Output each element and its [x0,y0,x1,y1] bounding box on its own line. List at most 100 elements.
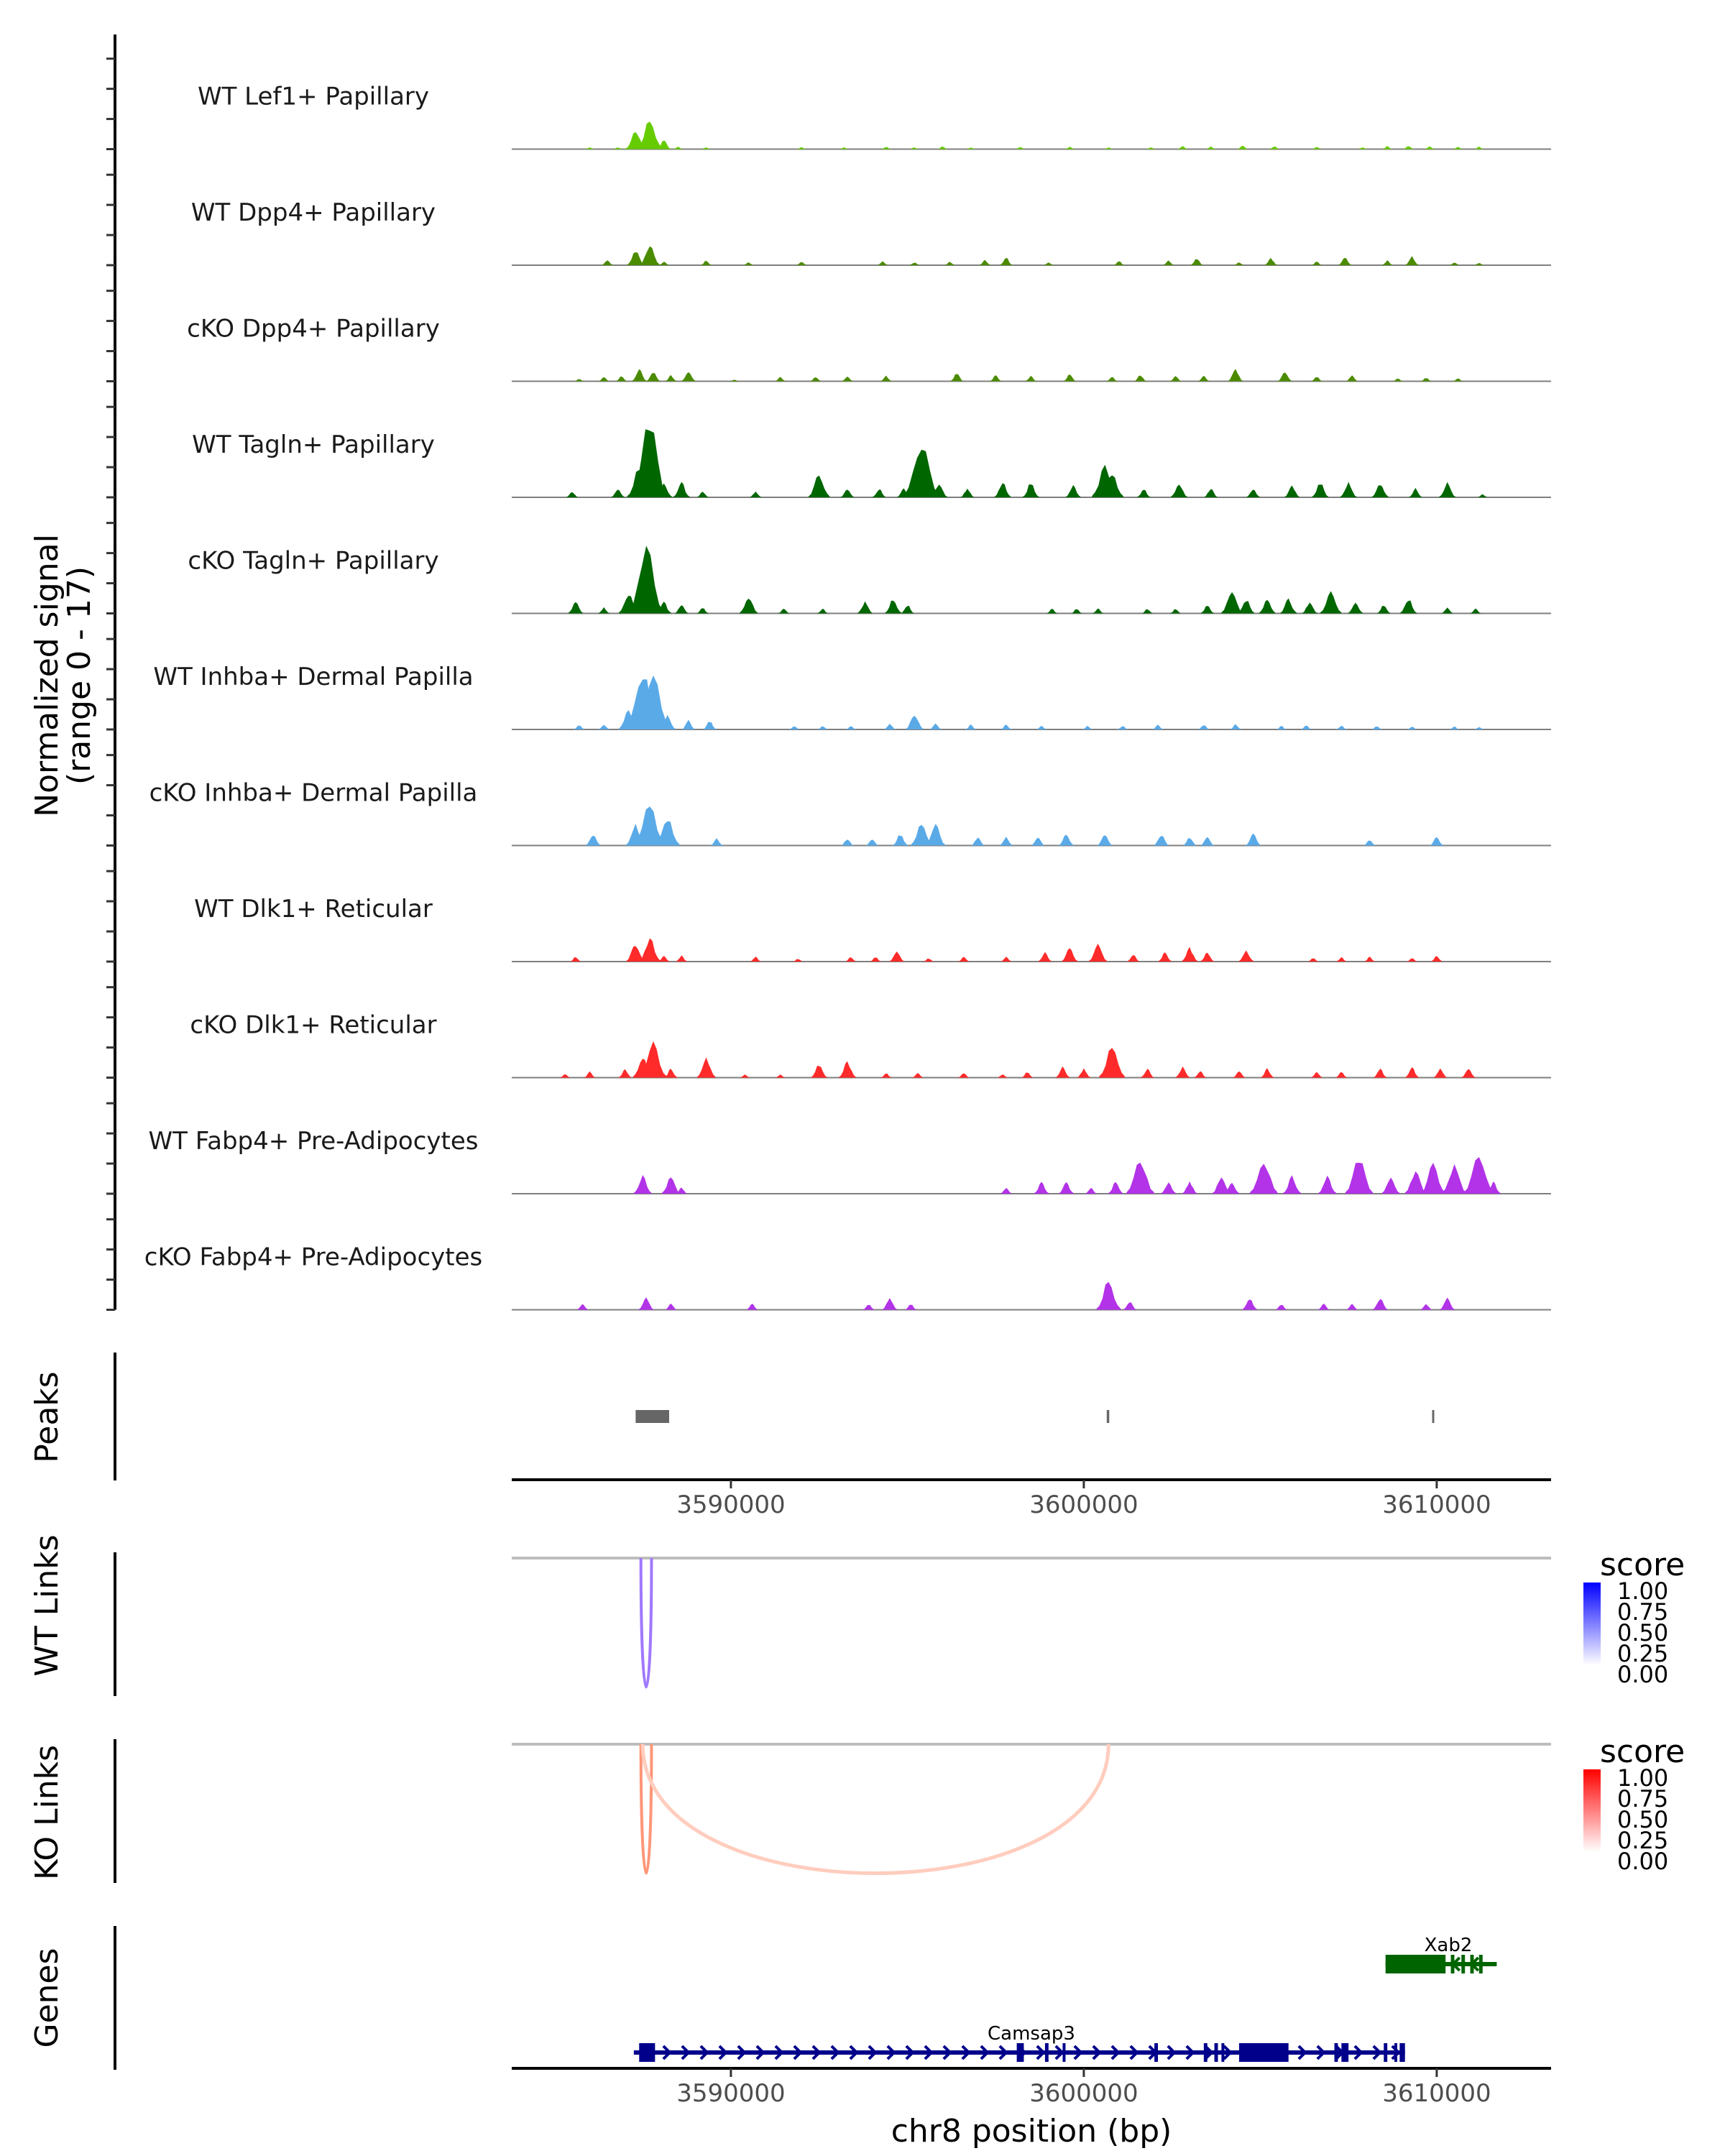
coverage-peak [638,1297,654,1310]
strand-arrow-icon [681,2045,691,2060]
coverage-peak [923,959,934,962]
coverage-peak [1077,1068,1091,1078]
coverage-peak [1345,1163,1374,1194]
track-label: cKO Tagln+ Papillary [188,547,438,576]
coverage-peak [865,839,878,846]
coverage-peak [904,449,939,497]
coverage-peak [631,369,647,382]
gene-exon [1221,2043,1225,2062]
coverage-peak [1092,608,1104,614]
coverage-peak [1453,147,1463,149]
coverage-peak [1312,484,1329,497]
x-tick-label: 3590000 [676,1491,785,1519]
coverage-peak [1204,489,1218,497]
legend-tick-label: 0.75 [1617,1785,1668,1812]
coverage-peak [775,1074,786,1078]
gene-exon [1238,2043,1289,2062]
gene-exon [1470,1955,1474,1973]
track-label: WT Dlk1+ Reticular [194,895,433,923]
coverage-peak [1311,262,1322,265]
coverage-peak [743,262,754,265]
coverage-peak [1400,600,1417,614]
coverage-y-axis [106,34,116,1311]
legend-tick-label: 0.50 [1617,1619,1668,1646]
strand-arrow-icon [830,2045,840,2060]
coverage-peak [883,724,896,729]
x-tick-label: 3600000 [1029,1491,1138,1519]
coverage-peak [885,600,902,614]
coverage-peak [1449,262,1460,265]
coverage-peak [1146,147,1156,149]
coverage-peak [994,483,1011,497]
coverage-peak [1058,834,1074,846]
coverage-peak [1065,484,1081,497]
coverage-peak [1200,837,1215,846]
coverage-y-axis-title: Normalized signal [29,534,65,817]
coverage-peak [1237,145,1248,149]
coverage-peak [880,375,892,382]
strand-arrow-icon [849,2045,859,2060]
strand-arrow-icon [1204,2045,1214,2060]
track-label: WT Lef1+ Papillary [198,83,429,111]
coverage-peak [584,1071,596,1078]
coverage-peak [1275,1304,1288,1310]
coverage-peak [586,835,601,846]
coverage-peak [1182,946,1198,962]
coverage-peak [1405,256,1419,265]
coverage-peak [1140,1069,1154,1078]
coverage-peak [656,483,673,497]
coverage-peak [1242,1299,1258,1310]
coverage-peak [598,724,610,729]
coverage-peak [1338,257,1352,265]
coverage-peak [960,488,975,497]
gene-exon [1203,2043,1208,2062]
coverage-peak [1363,840,1376,846]
coverage-peak [880,1073,892,1078]
coverage-peak [1113,261,1125,265]
coverage-peak [1106,377,1118,382]
legend-tick-label: 1.00 [1617,1577,1668,1605]
coverage-peak [700,261,712,265]
coverage-peak [997,1074,1008,1078]
coverage-peak [1317,1304,1330,1310]
legend-tick-label: 0.75 [1617,1598,1668,1626]
coverage-peak [570,957,581,962]
strand-arrow-icon [718,2045,728,2060]
strand-arrow-icon [755,2045,765,2060]
coverage-peak [658,262,669,265]
strand-arrow-icon [1129,2045,1139,2060]
coverage-peak [971,837,985,846]
coverage-peak [675,1187,688,1194]
x-axis-top: 3590000 3600000 3610000 [512,1478,1551,1519]
coverage-peak [703,722,717,729]
coverage-peak [646,372,661,382]
coverage-peak [1233,1071,1246,1078]
peak-region [1106,1410,1110,1423]
track-label: WT Inhba+ Dermal Papilla [153,663,473,691]
coverage-peak [657,140,671,149]
coverage-peak [1461,1069,1476,1078]
ko-links-track-label: KO Links [29,1745,65,1880]
strand-arrow-icon [1372,2045,1382,2060]
gene-exon [1394,2043,1397,2062]
legend-tick-label: 0.25 [1617,1640,1668,1667]
coverage-peak [931,484,948,497]
coverage-peak [1311,377,1322,382]
coverage-peak [937,147,948,149]
coverage-peak [788,726,800,729]
coverage-peak [656,602,672,614]
coverage-peak [710,838,723,846]
coverage-peak [626,946,645,962]
coverage-peak [1260,1068,1274,1078]
coverage-peak [906,715,924,729]
coverage-peak [845,957,857,962]
coverage-peak [775,377,786,382]
coverage-peak [632,429,667,497]
coverage-peak [1137,489,1151,497]
coverage-peak [1346,1304,1358,1310]
coverage-peak [809,377,822,382]
coverage-peak [1064,147,1075,149]
gene-exon [1334,2043,1338,2062]
coverage-peak [1238,950,1254,962]
